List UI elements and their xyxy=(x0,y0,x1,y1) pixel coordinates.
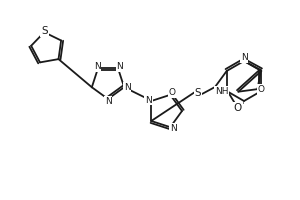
Text: O: O xyxy=(258,85,265,94)
Text: N: N xyxy=(241,53,248,62)
Text: N: N xyxy=(94,62,100,71)
Text: O: O xyxy=(169,88,176,97)
Text: S: S xyxy=(195,88,201,98)
Text: S: S xyxy=(41,26,47,36)
Text: N: N xyxy=(170,124,177,133)
Text: O: O xyxy=(233,103,242,113)
Text: N: N xyxy=(117,62,123,71)
Text: NH: NH xyxy=(215,86,228,96)
Text: N: N xyxy=(105,97,111,106)
Text: N: N xyxy=(145,96,152,105)
Text: N: N xyxy=(124,83,130,92)
